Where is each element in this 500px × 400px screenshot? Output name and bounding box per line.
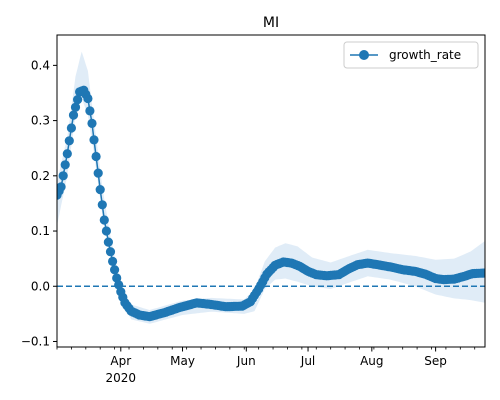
data-point: [93, 168, 103, 178]
x-tick-label: Apr: [110, 354, 131, 368]
data-point: [89, 135, 99, 145]
data-point: [62, 149, 72, 159]
x-tick-label: May: [170, 354, 195, 368]
y-tick-label: 0.2: [31, 169, 50, 183]
legend-frame: [343, 41, 479, 69]
legend-entry-growth-rate: growth_rate: [389, 48, 461, 62]
x-tick-label: Jun: [236, 354, 256, 368]
data-point: [95, 185, 105, 195]
data-point: [70, 102, 81, 112]
chart-title: MI: [263, 15, 279, 31]
data-point: [105, 247, 116, 257]
legend: growth_rate: [343, 41, 479, 69]
data-point: [60, 160, 70, 170]
data-point: [66, 123, 76, 133]
data-point: [114, 280, 124, 290]
x-axis: Apr 2020 May Jun Jul Aug Sep: [56, 347, 476, 385]
y-tick-label: 0.0: [31, 279, 50, 293]
data-point: [103, 237, 113, 247]
growth-rate-markers: [57, 85, 485, 322]
plot-area: [57, 51, 485, 324]
data-point: [83, 93, 93, 104]
data-point: [58, 171, 68, 181]
data-point: [85, 106, 95, 116]
data-point: [73, 95, 83, 105]
data-point: [91, 151, 101, 162]
data-point: [101, 226, 111, 236]
y-axis: −0.1 0.0 0.1 0.2 0.3 0.4: [21, 58, 57, 348]
data-point: [57, 182, 66, 192]
data-point: [87, 118, 97, 128]
y-tick-label: −0.1: [21, 334, 50, 348]
y-tick-label: 0.1: [31, 224, 50, 238]
data-point: [112, 273, 122, 283]
data-point: [480, 268, 485, 278]
data-point: [64, 136, 74, 146]
x-tick-label: Aug: [360, 354, 383, 368]
data-point: [108, 256, 118, 266]
data-point: [97, 200, 107, 210]
data-point: [110, 265, 120, 275]
y-tick-label: 0.4: [31, 58, 50, 72]
data-point: [99, 215, 109, 225]
data-point: [68, 110, 79, 120]
x-tick-label: Jul: [300, 354, 315, 368]
y-tick-label: 0.3: [31, 114, 50, 128]
x-tick-year-label: 2020: [106, 371, 137, 385]
x-tick-label: Sep: [424, 354, 447, 368]
legend-marker-sample: [359, 50, 369, 60]
confidence-band: [57, 51, 485, 324]
axes-frame: [56, 34, 486, 348]
